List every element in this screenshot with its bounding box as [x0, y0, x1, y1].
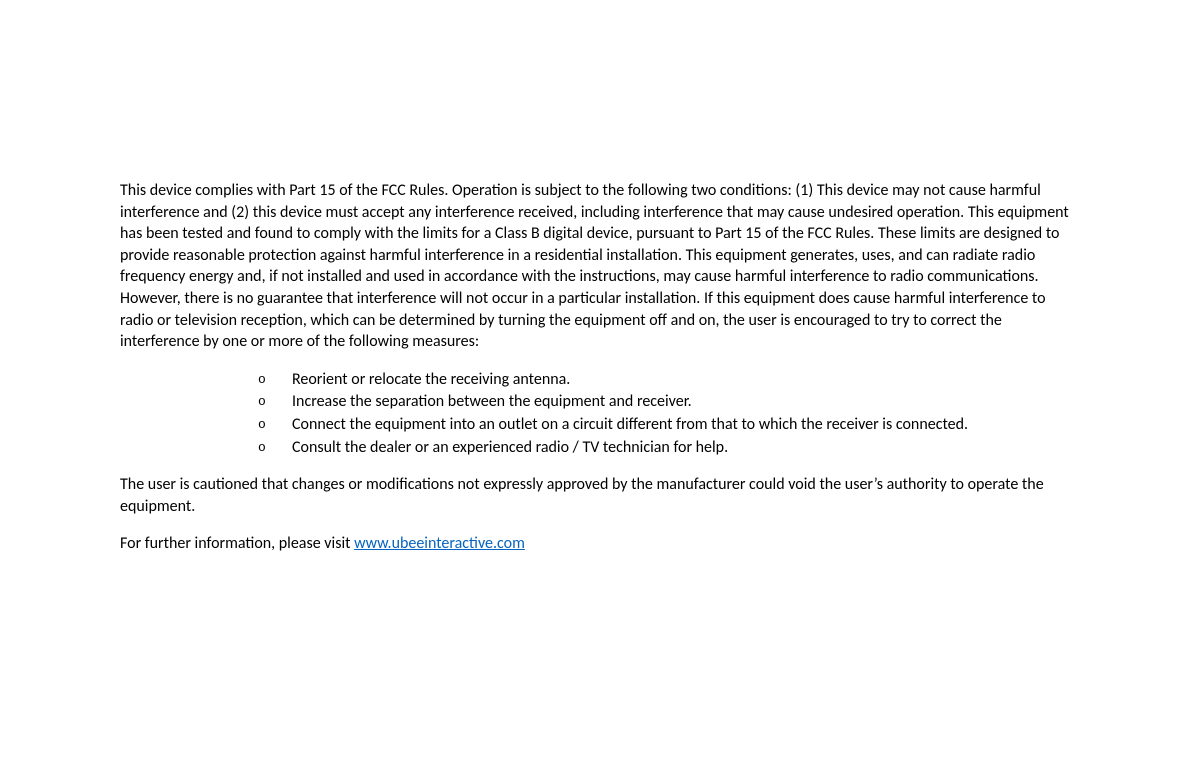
- ubee-link[interactable]: www.ubeeinteractive.com: [354, 534, 525, 553]
- further-info-prefix: For further information, please visit: [120, 534, 354, 553]
- further-info-paragraph: For further information, please visit ww…: [120, 533, 1080, 555]
- interference-measures-list: Reorient or relocate the receiving anten…: [258, 369, 1080, 458]
- list-item: Increase the separation between the equi…: [258, 391, 1080, 413]
- list-item: Connect the equipment into an outlet on …: [258, 414, 1080, 436]
- caution-paragraph: The user is cautioned that changes or mo…: [120, 474, 1080, 517]
- fcc-compliance-paragraph: This device complies with Part 15 of the…: [120, 180, 1080, 353]
- list-item: Consult the dealer or an experienced rad…: [258, 437, 1080, 459]
- list-item: Reorient or relocate the receiving anten…: [258, 369, 1080, 391]
